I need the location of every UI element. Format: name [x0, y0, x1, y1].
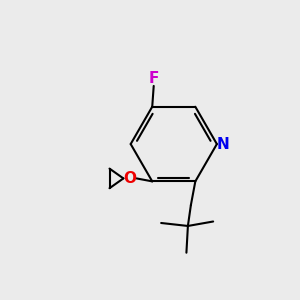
- Text: O: O: [123, 171, 136, 186]
- Text: F: F: [149, 71, 160, 86]
- Text: N: N: [217, 136, 230, 152]
